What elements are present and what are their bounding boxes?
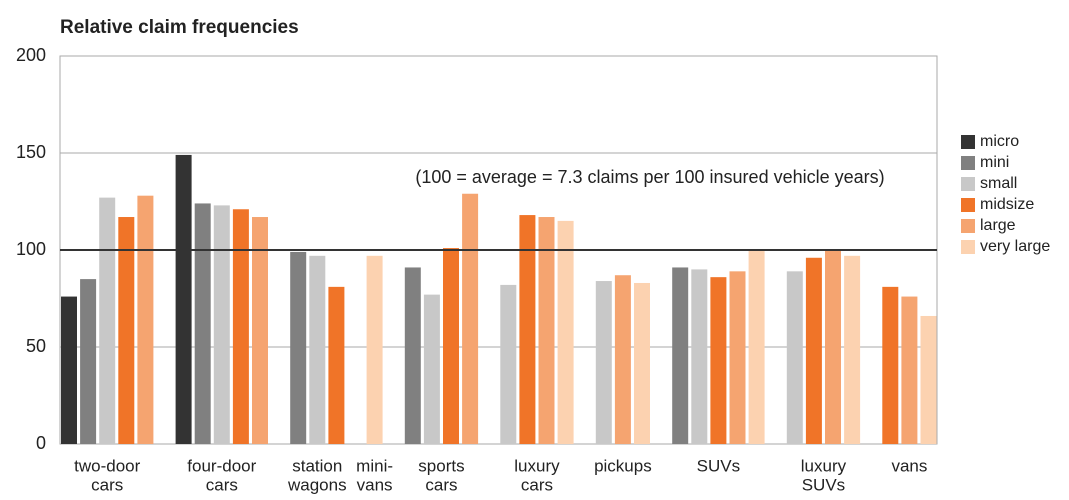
x-tick-label: luxury xyxy=(801,456,847,475)
legend-swatch xyxy=(961,219,975,233)
bar xyxy=(729,271,746,444)
bar xyxy=(194,203,211,444)
bar xyxy=(137,195,154,444)
bar xyxy=(691,269,708,444)
x-tick-label: SUVs xyxy=(802,475,845,494)
annotation: (100 = average = 7.3 claims per 100 insu… xyxy=(415,167,884,187)
bar xyxy=(80,279,97,444)
bar xyxy=(366,255,383,444)
bar xyxy=(634,282,650,444)
x-tick-label: cars xyxy=(521,475,553,494)
legend-label: large xyxy=(980,217,1016,234)
bar xyxy=(290,251,307,444)
bar xyxy=(462,193,479,444)
bar xyxy=(500,284,517,444)
bar xyxy=(557,220,574,444)
x-tick-label: vans xyxy=(357,475,393,494)
x-tick-label: sports xyxy=(418,456,464,475)
x-tick-label: cars xyxy=(425,475,457,494)
bar xyxy=(443,248,459,444)
bar xyxy=(538,217,555,444)
legend-swatch xyxy=(961,177,975,191)
x-tick-label: vans xyxy=(891,456,927,475)
x-tick-label: two-door xyxy=(74,456,140,475)
legend-swatch xyxy=(961,156,975,170)
x-tick-label: SUVs xyxy=(697,456,740,475)
bar xyxy=(118,217,135,444)
bar xyxy=(595,281,612,444)
y-tick-label: 0 xyxy=(36,433,46,453)
y-tick-label: 50 xyxy=(26,336,46,356)
bar xyxy=(748,250,765,444)
legend-label: very large xyxy=(980,238,1050,255)
bar xyxy=(252,217,268,444)
legend-swatch xyxy=(961,198,975,212)
x-tick-label: cars xyxy=(206,475,238,494)
x-tick-label: four-door xyxy=(187,456,256,475)
bar xyxy=(99,197,116,444)
bar xyxy=(519,215,536,444)
y-tick-label: 150 xyxy=(16,142,46,162)
bar xyxy=(920,315,937,444)
bar xyxy=(672,267,689,444)
bar xyxy=(232,209,249,444)
bar xyxy=(901,296,918,444)
bar xyxy=(825,250,841,444)
bar xyxy=(710,277,727,444)
bar xyxy=(805,257,822,444)
x-tick-label: cars xyxy=(91,475,123,494)
legend-label: micro xyxy=(980,133,1019,150)
bar xyxy=(175,154,192,444)
x-tick-label: luxury xyxy=(514,456,560,475)
bar xyxy=(614,275,631,444)
legend-swatch xyxy=(961,135,975,149)
bar xyxy=(328,286,345,444)
y-tick-label: 100 xyxy=(16,239,46,259)
bar xyxy=(61,296,77,444)
legend-label: mini xyxy=(980,154,1009,171)
bar xyxy=(423,294,440,444)
bar xyxy=(882,286,899,444)
legend-label: midsize xyxy=(980,196,1034,213)
legend-swatch xyxy=(961,240,975,254)
chart-title: Relative claim frequencies xyxy=(60,17,299,38)
x-tick-label: pickups xyxy=(594,456,652,475)
bar xyxy=(213,205,230,444)
bar xyxy=(309,255,326,444)
x-tick-label: mini- xyxy=(356,456,393,475)
x-tick-label: station xyxy=(292,456,342,475)
bar xyxy=(404,267,421,444)
bar xyxy=(786,271,803,444)
y-tick-label: 200 xyxy=(16,45,46,65)
bar xyxy=(844,255,861,444)
legend-label: small xyxy=(980,175,1017,192)
x-tick-label: wagons xyxy=(287,475,347,494)
